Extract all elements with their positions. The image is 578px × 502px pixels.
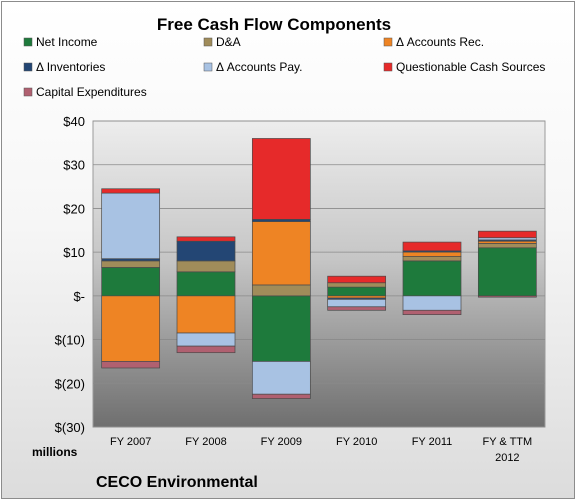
x-axis-ticks: FY 2007 FY 2008 FY 2009 FY 2010 FY 2011 FY & … (110, 436, 532, 464)
company-name: CECO Environmental (96, 474, 258, 491)
bar-segment-delta-inventories (176, 240, 236, 262)
bar-segment-d-a (477, 243, 537, 249)
bar-segment-delta-accounts-rec (101, 295, 161, 362)
bar-segment-net-income (176, 271, 236, 297)
bar-segment-d-a (101, 260, 161, 268)
bar-segment-questionable-cash-sources (327, 275, 387, 284)
legend-label-delta-accounts-rec: Δ Accounts Rec. (396, 35, 484, 49)
y-tick-label: $10 (63, 245, 85, 260)
y-tick-label: $(20) (55, 376, 85, 391)
bar-segment-net-income (251, 295, 311, 362)
bar-segment-questionable-cash-sources (477, 230, 537, 239)
unit-label: millions (32, 445, 78, 459)
gridlines (93, 120, 545, 428)
bar-segment-delta-accounts-pay (251, 361, 311, 395)
bar-segment-questionable-cash-sources (176, 236, 236, 242)
bar-segment-delta-accounts-pay (327, 299, 387, 308)
legend-swatch-net-income (23, 37, 33, 47)
bar-segment-d-a (327, 282, 387, 288)
legend-swatch-d-a (203, 37, 213, 47)
bar-segment-capital-expenditures (101, 361, 161, 369)
y-axis-ticks: $40 $30 $20 $10 $- $(10) $(20) $(30) (55, 114, 85, 435)
legend-label-delta-inventories: Δ Inventories (36, 60, 105, 74)
legend-swatch-delta-accounts-pay (203, 62, 213, 72)
y-tick-label: $(30) (55, 420, 85, 435)
legend-swatch-questionable-cash-sources (383, 62, 393, 72)
bar-segment-delta-accounts-rec (251, 221, 311, 286)
y-tick-label: $20 (63, 201, 85, 216)
bar-segment-capital-expenditures (477, 295, 537, 298)
legend-swatch-capital-expenditures (23, 87, 33, 97)
legend-label-net-income: Net Income (36, 35, 98, 49)
bar-segment-net-income (477, 247, 537, 297)
bar-segment-delta-accounts-pay (402, 295, 462, 311)
legend-swatch-delta-accounts-rec (383, 37, 393, 47)
legend: Net Income D&A Δ Accounts Rec. Δ Inventorie… (23, 35, 545, 99)
plot-area (92, 120, 546, 428)
x-tick-label: FY 2007 (110, 436, 151, 448)
bar-segment-capital-expenditures (327, 306, 387, 311)
bar-segment-d-a (176, 260, 236, 273)
legend-label-capital-expenditures: Capital Expenditures (36, 85, 147, 99)
bar-segment-questionable-cash-sources (402, 241, 462, 252)
x-tick-label: FY 2009 (261, 436, 302, 448)
bar-segment-d-a (251, 284, 311, 297)
bar-segment-net-income (101, 267, 161, 297)
bar-segment-net-income (402, 260, 462, 297)
bar-segment-delta-accounts-pay (176, 332, 236, 347)
bar-segment-delta-accounts-rec (176, 295, 236, 334)
legend-swatch-delta-inventories (23, 62, 33, 72)
legend-label-questionable-cash-sources: Questionable Cash Sources (396, 60, 545, 74)
y-tick-label: $(10) (55, 333, 85, 348)
bar-segment-delta-accounts-pay (101, 192, 161, 260)
y-tick-label: $40 (63, 114, 85, 129)
bar-segment-questionable-cash-sources (251, 138, 311, 220)
bars (101, 138, 537, 399)
x-tick-label: FY & TTM 2012 (482, 436, 532, 464)
bar-segment-capital-expenditures (176, 345, 236, 354)
chart-title: Free Cash Flow Components (157, 15, 391, 34)
bar-segment-net-income (327, 286, 387, 297)
x-tick-label: FY 2008 (185, 436, 226, 448)
x-tick-label: FY 2010 (336, 436, 377, 448)
y-tick-label: $30 (63, 158, 85, 173)
bar-segment-capital-expenditures (402, 309, 462, 316)
bar-segment-questionable-cash-sources (101, 188, 161, 194)
bar-segment-d-a (402, 256, 462, 262)
y-tick-label: $- (73, 289, 85, 304)
x-tick-label: FY 2011 (412, 436, 453, 448)
bar-segment-delta-accounts-rec (402, 251, 462, 257)
legend-label-delta-accounts-pay: Δ Accounts Pay. (216, 60, 303, 74)
bar-segment-capital-expenditures (251, 393, 311, 399)
legend-label-d-a: D&A (216, 35, 241, 49)
